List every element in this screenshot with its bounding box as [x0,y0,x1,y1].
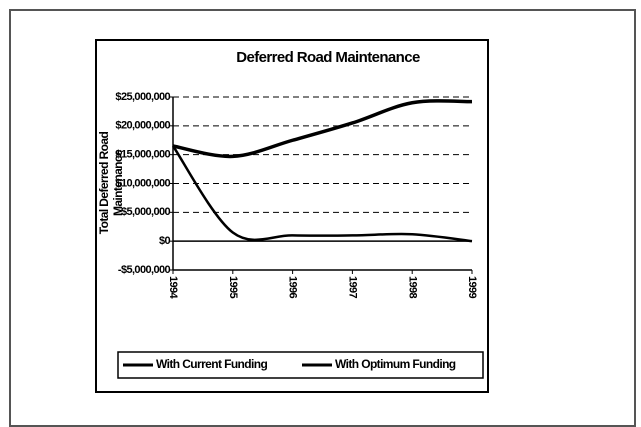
y-axis-label-part: Maintenance [111,149,125,216]
legend-label: With Optimum Funding [335,357,456,371]
y-axis-label: Total Deferred RoadMaintenance [97,132,125,235]
legend [117,351,484,379]
y-tick-label: $10,000,000 [115,177,170,189]
series-line [172,99,473,159]
y-tick-label: -$5,000,000 [118,264,171,276]
x-tick-label: 1994 [167,276,179,300]
y-tick-label: $20,000,000 [115,120,170,132]
x-tick-label: 1996 [287,276,299,299]
series-line [171,145,473,243]
y-tick-label: $5,000,000 [121,206,171,218]
chart-frame [95,39,489,393]
x-tick-label: 1999 [466,276,478,299]
y-axis-label-part: Total Deferred Road [97,132,111,235]
y-tick-label: $0 [159,235,171,247]
chart-title: Deferred Road Maintenance [236,49,420,66]
x-tick-label: 1998 [406,276,418,299]
legend-label: With Current Funding [156,357,267,371]
x-tick-label: 1995 [227,276,239,299]
x-tick-label: 1997 [346,276,358,299]
y-tick-label: $25,000,000 [115,91,170,103]
y-tick-label: $15,000,000 [115,149,170,161]
